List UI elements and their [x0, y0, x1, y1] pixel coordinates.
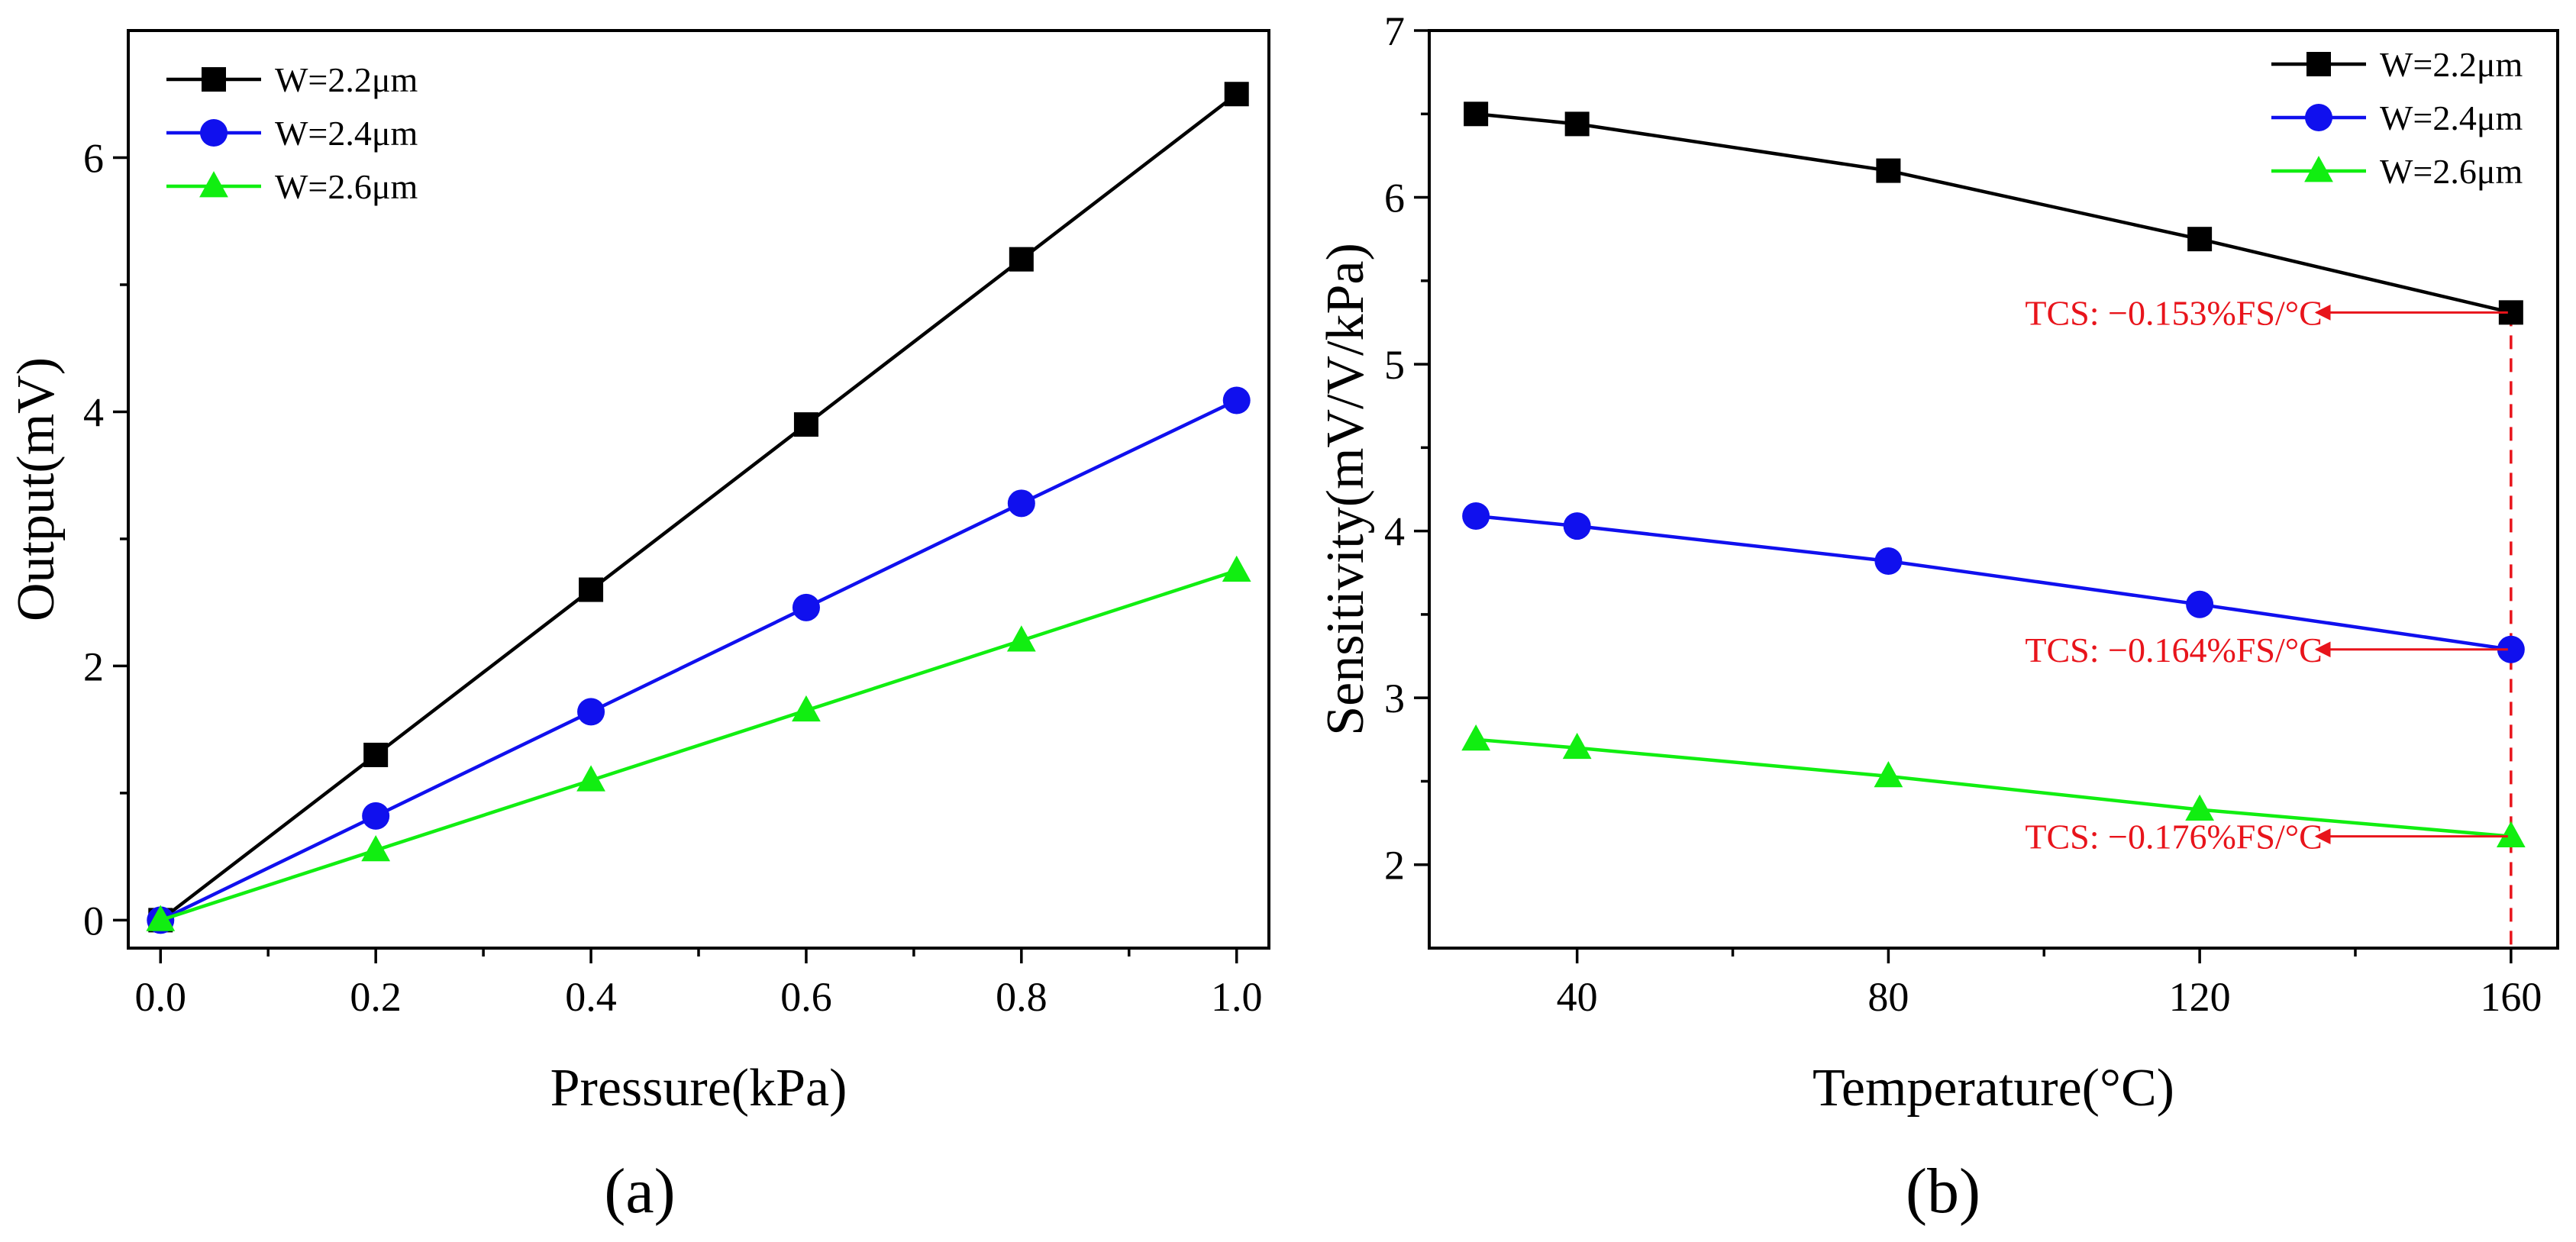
data-point [1876, 158, 1901, 183]
legend-label: W=2.6μm [2380, 152, 2523, 191]
data-point [1461, 724, 1491, 751]
y-tick-label: 2 [83, 644, 104, 689]
data-point [1874, 547, 1903, 575]
legend-marker [2305, 104, 2332, 131]
data-point [792, 593, 820, 621]
data-point [579, 577, 604, 602]
data-point [1009, 247, 1034, 272]
x-tick-label: 0.6 [780, 974, 832, 1020]
series-line [1475, 737, 2512, 838]
legend-label: W=2.4μm [275, 114, 418, 153]
legend-label: W=2.6μm [275, 167, 418, 206]
data-point [1563, 512, 1591, 540]
data-point [1007, 489, 1035, 518]
series-line [160, 569, 1238, 922]
y-tick-label: 3 [1384, 676, 1405, 721]
legend-label: W=2.4μm [2380, 98, 2523, 137]
x-tick-label: 160 [2480, 974, 2542, 1020]
data-point [363, 742, 389, 767]
series-line [159, 92, 1238, 922]
x-tick-label: 40 [1557, 974, 1598, 1020]
data-point [1464, 102, 1489, 127]
legend-label: W=2.2μm [275, 60, 418, 99]
x-tick-label: 80 [1867, 974, 1909, 1020]
x-axis-title: Pressure(kPa) [550, 1059, 847, 1118]
y-tick-label: 2 [1384, 843, 1405, 889]
data-point [2185, 794, 2214, 821]
panel-label: (b) [1906, 1156, 1980, 1227]
data-point [1562, 732, 1592, 760]
data-point [2496, 821, 2526, 847]
y-tick-label: 0 [83, 898, 104, 944]
x-tick-label: 1.0 [1211, 974, 1263, 1020]
series-line [1475, 112, 2512, 315]
data-point [1874, 761, 1903, 788]
series-line [160, 398, 1238, 922]
data-point [1462, 502, 1490, 530]
legend-marker [2306, 52, 2331, 76]
data-point [1224, 82, 1249, 107]
legend-label: W=2.2μm [2380, 45, 2523, 84]
y-tick-label: 5 [1384, 342, 1405, 388]
tcs-annotation: TCS: −0.176%FS/°C [2025, 818, 2322, 856]
y-tick-label: 6 [83, 135, 104, 181]
x-tick-label: 120 [2169, 974, 2231, 1020]
x-tick-label: 0.4 [565, 974, 617, 1020]
y-tick-label: 7 [1384, 8, 1405, 54]
y-axis-title: Sensitivity(mV/V/kPa) [1316, 243, 1375, 736]
tcs-annotation: TCS: −0.164%FS/°C [2025, 631, 2322, 669]
data-point [1006, 625, 1036, 652]
plot-frame [1428, 29, 2559, 950]
y-tick-label: 4 [1384, 509, 1405, 555]
x-axis-title: Temperature(°C) [1813, 1059, 2174, 1118]
data-point [361, 834, 391, 862]
y-tick-label: 6 [1384, 176, 1405, 221]
legend-marker [2304, 156, 2333, 182]
data-point [2187, 227, 2213, 252]
data-point [1222, 555, 1251, 582]
data-point [2186, 590, 2214, 618]
data-point [577, 698, 605, 726]
y-axis-title: Output(mV) [7, 357, 66, 621]
legend-marker [200, 119, 228, 147]
data-point [362, 802, 390, 830]
tcs-annotation: TCS: −0.153%FS/°C [2025, 293, 2322, 332]
data-point [576, 765, 605, 792]
x-tick-label: 0.0 [135, 974, 187, 1020]
data-point [2497, 635, 2525, 663]
legend-marker [202, 67, 226, 92]
chart-panel-b: 40 80 120 160 2 3 4 5 6 7 Temperature(°C) Sensitivi… [1316, 8, 2559, 1227]
chart-panel-a: 0.0 0.2 0.4 0.6 0.8 1.0 0 2 4 6 Pressure(kPa) Outpu… [7, 29, 1270, 1227]
data-point [146, 905, 176, 931]
series-line [1475, 514, 2512, 652]
x-tick-label: 0.2 [350, 974, 402, 1020]
y-tick-label: 4 [83, 389, 104, 435]
legend-marker [199, 171, 228, 198]
data-point [792, 695, 821, 722]
data-point [1564, 111, 1590, 137]
x-tick-label: 0.8 [996, 974, 1048, 1020]
data-point [793, 412, 818, 437]
data-point [1222, 386, 1251, 415]
panel-label: (a) [604, 1156, 675, 1227]
